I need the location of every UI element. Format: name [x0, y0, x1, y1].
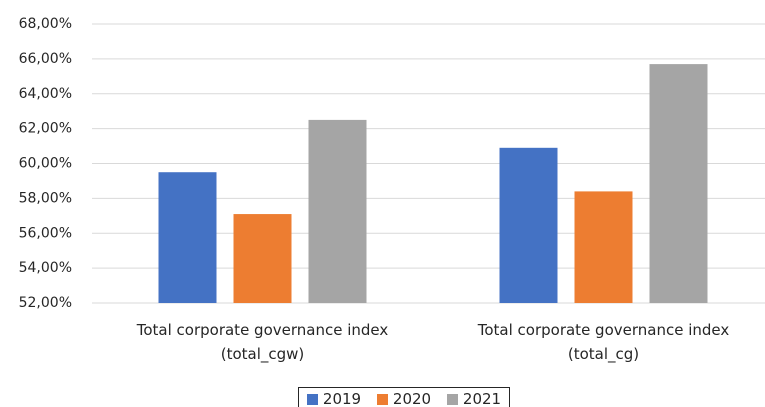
bar: [574, 191, 633, 303]
bar: [233, 214, 292, 303]
y-tick-label: 64,00%: [19, 86, 72, 102]
x-tick-label: Total corporate governance index (total_…: [477, 321, 730, 363]
legend-item: 2019: [306, 390, 362, 407]
legend-swatch: [376, 393, 388, 405]
y-tick-label: 60,00%: [19, 156, 72, 172]
y-tick-label: 58,00%: [19, 190, 72, 206]
y-tick-label: 54,00%: [19, 260, 72, 276]
bar: [158, 172, 217, 303]
legend-label: 2019: [322, 390, 362, 407]
legend-item: 2020: [376, 390, 432, 407]
y-tick-label: 62,00%: [19, 121, 72, 137]
legend-label: 2021: [462, 390, 502, 407]
legend-label: 2020: [392, 390, 432, 407]
legend: 2019 2020 2021: [298, 387, 510, 407]
bar: [649, 64, 708, 303]
legend-swatch: [446, 393, 458, 405]
y-tick-label: 56,00%: [19, 225, 72, 241]
legend-item: 2021: [446, 390, 502, 407]
y-tick-label: 68,00%: [19, 16, 72, 32]
y-tick-label: 52,00%: [19, 295, 72, 311]
bar: [308, 119, 367, 303]
legend-swatch: [306, 393, 318, 405]
y-tick-label: 66,00%: [19, 51, 72, 67]
x-tick-label: Total corporate governance index (total_…: [136, 321, 389, 363]
bar: [499, 147, 558, 303]
